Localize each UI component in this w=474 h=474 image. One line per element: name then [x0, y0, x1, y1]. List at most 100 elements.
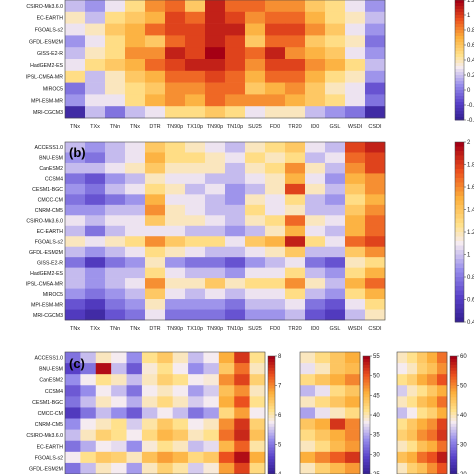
panel-c-block-1-cell — [218, 363, 235, 375]
panel-b-cell — [305, 299, 326, 310]
panel-a-row-label: EC-EARTH — [37, 16, 64, 22]
panel-a-cell — [105, 70, 126, 83]
panel-a-cell — [185, 47, 206, 60]
panel-b-cell — [345, 173, 366, 185]
panel-b-cell — [325, 183, 346, 195]
panel-b-row-label: CESM1-BGC — [32, 187, 63, 193]
panel-c-block-3-cell — [437, 396, 448, 408]
panel-c-block-3-cell — [407, 451, 418, 464]
panel-a-cell — [205, 23, 226, 36]
panel-a-colorbar-segment — [455, 102, 464, 106]
panel-c-block-3-colorbar-segment — [450, 441, 457, 445]
panel-b-colorbar-segment — [455, 232, 464, 237]
panel-c-block-3-cell — [407, 396, 418, 408]
panel-c-block-2-cell — [300, 385, 316, 397]
panel-a-cell — [65, 70, 86, 83]
panel-a-cell — [225, 47, 246, 60]
panel-a-column-label: GSL — [329, 124, 340, 130]
panel-a-colorbar-segment — [455, 66, 464, 70]
panel-a-cell — [185, 35, 206, 48]
panel-a-row-label: MIROC5 — [43, 87, 63, 93]
panel-b-cell — [205, 299, 226, 310]
panel-a-colorbar-segment — [455, 87, 464, 91]
panel-c-block-3-colorbar-segment — [450, 462, 457, 466]
panel-a-colorbar-segment — [455, 24, 464, 28]
panel-b-cell — [305, 257, 326, 268]
panel-a-cell — [245, 0, 266, 13]
panel-b-cell — [285, 257, 306, 268]
panel-b-row-label: CNRM-CM5 — [35, 208, 63, 214]
panel-a-cell — [85, 82, 106, 95]
panel-b-row-label: EC-EARTH — [37, 229, 64, 235]
panel-c-block-2-cell — [330, 396, 346, 408]
panel-b-cell — [85, 278, 106, 289]
panel-b-cell — [125, 236, 146, 248]
panel-b-cell — [125, 183, 146, 195]
panel-c-block-1-colorbar-segment — [268, 370, 275, 375]
panel-b-cell — [85, 246, 106, 258]
panel-c-block-2-cell — [330, 418, 346, 430]
panel-c-block-1-cell — [157, 451, 173, 464]
panel-a-cell — [125, 82, 146, 95]
panel-c-block-2-cell — [345, 385, 361, 397]
panel-b-cell — [245, 267, 266, 279]
panel-c-block-2-colorbar-segment — [363, 391, 370, 395]
panel-b-cell — [65, 246, 86, 258]
panel-b-cell — [145, 267, 166, 279]
panel-c-block-1-cell — [95, 451, 112, 464]
panel-c-block-2-colorbar-tick-label: 30 — [373, 452, 380, 458]
panel-a-cell — [165, 0, 186, 13]
panel-c-block-2-cell — [315, 363, 331, 375]
panel-c-block-1-cell — [126, 462, 143, 474]
panel-b-cell — [325, 246, 346, 258]
panel-c-block-3-colorbar-segment — [450, 465, 457, 469]
panel-a-cell — [125, 94, 146, 107]
panel-c-block-1-cell — [218, 418, 235, 430]
panel-c-block-1-cell — [218, 374, 235, 386]
panel-b-cell — [285, 267, 306, 279]
panel-c-block-2-colorbar-tick-label: 45 — [373, 393, 380, 399]
panel-b-cell — [165, 288, 186, 300]
panel-c-block-1-cell — [157, 363, 173, 375]
panel-c-block-3-cell — [407, 429, 418, 442]
panel-a-colorbar-segment — [455, 0, 464, 4]
panel-b-cell — [105, 309, 126, 321]
panel-b-cell — [165, 162, 186, 174]
panel-b-cell — [305, 162, 326, 174]
panel-c-block-1-colorbar-segment — [268, 376, 275, 380]
panel-a-cell — [105, 23, 126, 36]
panel-b-cell — [85, 299, 106, 310]
panel-c-block-1-cell — [172, 418, 189, 430]
panel-c-block-1-cell — [95, 396, 112, 408]
panel-b-column-label: TNx — [130, 326, 140, 332]
panel-c-block-1-colorbar-segment — [268, 385, 275, 389]
panel-c-block-2-cell — [315, 462, 331, 474]
panel-b-row-label: GISS-E2-R — [37, 260, 63, 266]
panel-a-cell — [365, 94, 386, 107]
panel-b-cell — [365, 257, 386, 268]
panel-b-cell — [345, 309, 366, 321]
panel-c-block-2-cell — [330, 363, 346, 375]
panel-a-cell — [205, 106, 226, 119]
panel-b-cell — [285, 278, 306, 289]
panel-c-block-1-cell — [188, 374, 204, 386]
panel-c-block-1-cell — [218, 462, 235, 474]
panel-c-block-2-cell — [345, 363, 361, 375]
panel-b-cell — [245, 299, 266, 310]
panel-b-cell — [125, 215, 146, 227]
panel-c-block-1-colorbar-segment — [268, 447, 275, 451]
panel-b-colorbar-tick-label: 1 — [467, 253, 471, 259]
panel-a-cell — [145, 70, 166, 83]
panel-b-cell — [365, 267, 386, 279]
panel-c-block-2-colorbar-segment — [363, 364, 370, 369]
panel-a-colorbar-segment — [455, 33, 464, 37]
panel-c-block-2-colorbar-segment — [363, 403, 370, 407]
panel-b-cell — [65, 288, 86, 300]
panel-b-cell — [225, 257, 246, 268]
panel-b-column-label: TR20 — [288, 326, 301, 332]
panel-a-cell — [325, 23, 346, 36]
panel-c-block-1-cell — [65, 440, 81, 453]
panel-b-column-label: WSDI — [348, 326, 363, 332]
panel-b-colorbar-segment — [455, 196, 464, 201]
panel-c-block-1-cell — [188, 385, 204, 397]
